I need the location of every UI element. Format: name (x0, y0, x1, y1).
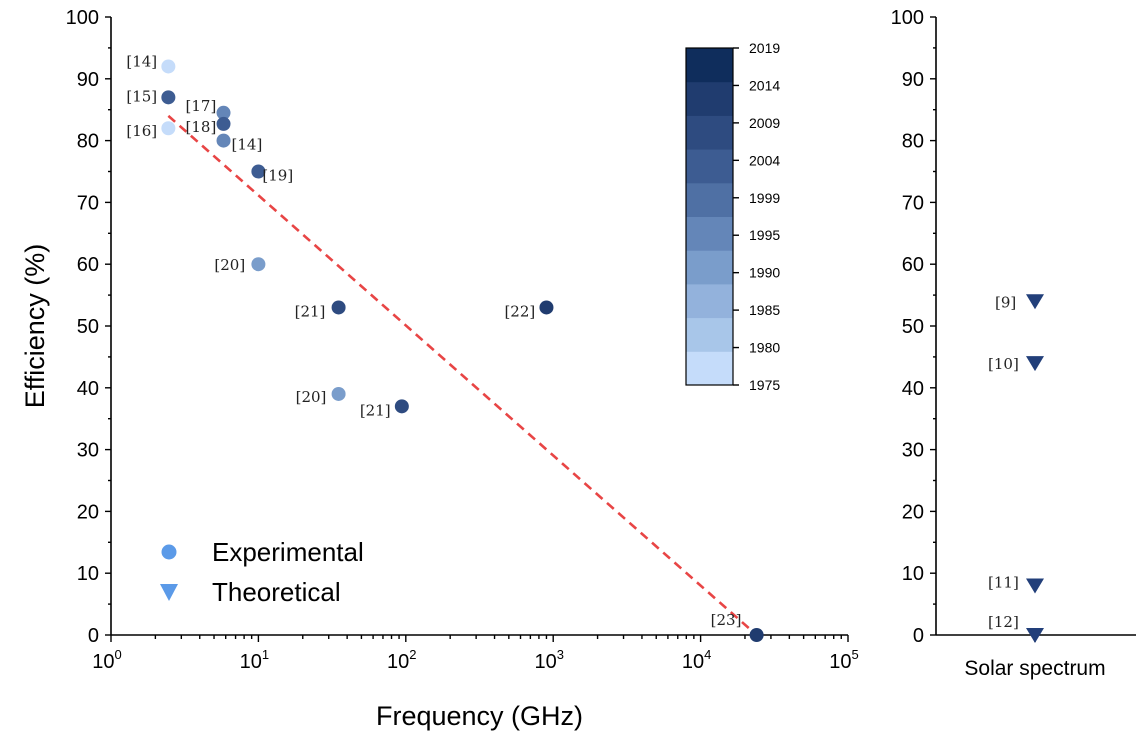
point-ref-label: [11] (988, 574, 1019, 592)
data-point (216, 133, 231, 148)
right-y-tick-label: 80 (902, 131, 924, 153)
y-axis-title: Efficiency (%) (20, 244, 50, 409)
legend: Experimental Theoretical (160, 537, 364, 607)
point-ref-label: [20] (214, 256, 245, 274)
colorbar-label: 1995 (749, 227, 780, 243)
y-tick-label: 90 (77, 69, 99, 91)
data-point (539, 300, 554, 315)
legend-marker-experimental (161, 544, 177, 560)
right-y-tick-label: 40 (902, 378, 924, 400)
right-y-tick-label: 50 (902, 316, 924, 338)
x-tick-label: 104 (682, 647, 711, 673)
trend-line (167, 114, 758, 636)
colorbar-segment (686, 250, 733, 285)
point-ref-label: [12] (988, 613, 1019, 631)
colorbar-label: 2014 (749, 77, 780, 93)
data-point (749, 628, 764, 642)
data-point (161, 90, 176, 105)
colorbar-segment (686, 182, 733, 217)
right-y-tick-label: 0 (913, 625, 924, 647)
point-ref-label: [10] (988, 355, 1019, 373)
y-tick-label: 10 (77, 563, 99, 585)
point-ref-label: [23] (711, 611, 742, 629)
y-tick-label: 100 (66, 7, 99, 29)
point-ref-label: [14] (232, 136, 263, 154)
data-point (216, 105, 231, 120)
solar-plot-panel: 0 10 20 30 40 50 60 70 80 90 100 Solar spectrum [9] [… (891, 7, 1136, 680)
point-ref-label: [18] (186, 118, 217, 136)
colorbar-segment (686, 48, 733, 83)
data-point (251, 164, 266, 179)
legend-marker-theoretical (160, 584, 178, 601)
x-tick-label: 100 (92, 647, 121, 673)
colorbar-label: 1975 (749, 377, 780, 393)
y-tick-label: 0 (88, 625, 99, 647)
colorbar-segment (686, 149, 733, 184)
point-ref-label: [16] (126, 122, 157, 140)
point-ref-label: [21] (295, 302, 326, 320)
right-y-tick-label: 10 (902, 563, 924, 585)
y-tick-label: 80 (77, 131, 99, 153)
colorbar-label: 2009 (749, 115, 780, 131)
y-tick-label: 70 (77, 192, 99, 214)
colorbar: 1975 1980 1985 1990 1995 1999 2004 2009 2014 2019 (685, 40, 780, 393)
colorbar-segment (686, 81, 733, 116)
y-tick-label: 40 (77, 378, 99, 400)
point-ref-label: [22] (504, 302, 535, 320)
data-point (331, 386, 346, 401)
point-ref-label: [21] (360, 401, 391, 419)
main-plot-panel: 0 10 20 30 40 50 60 70 80 90 100 100 101 102 103 104 105… (20, 7, 859, 731)
x-axis-title: Frequency (GHz) (376, 701, 583, 731)
legend-label-theoretical: Theoretical (212, 577, 341, 607)
x-tick-label: 101 (240, 647, 269, 673)
colorbar-label: 1980 (749, 340, 780, 356)
solar-category-label: Solar spectrum (964, 657, 1105, 680)
colorbar-label: 2019 (749, 40, 780, 56)
data-point (161, 121, 176, 136)
point-ref-label: [9] (995, 293, 1016, 311)
x-tick-label: 103 (534, 647, 563, 673)
colorbar-label: 1990 (749, 265, 780, 281)
data-point (216, 116, 231, 131)
right-y-tick-label: 30 (902, 440, 924, 462)
colorbar-segment (686, 351, 733, 386)
colorbar-segment (686, 115, 733, 150)
right-y-tick-label: 20 (902, 501, 924, 523)
theoretical-point (1026, 294, 1044, 310)
theoretical-point (1026, 356, 1044, 372)
colorbar-frame (685, 47, 734, 386)
point-ref-label: [19] (262, 167, 293, 185)
colorbar-segment (686, 317, 733, 352)
point-ref-label: [15] (126, 87, 157, 105)
x-tick-label: 105 (829, 647, 858, 673)
y-tick-label: 50 (77, 316, 99, 338)
y-tick-label: 60 (77, 254, 99, 276)
y-tick-label: 20 (77, 501, 99, 523)
data-point (251, 257, 266, 272)
point-ref-label: [17] (186, 97, 217, 115)
data-point (394, 399, 409, 414)
theoretical-point (1026, 628, 1044, 643)
colorbar-label: 1985 (749, 302, 780, 318)
point-ref-label: [20] (296, 388, 327, 406)
right-y-tick-label: 90 (902, 69, 924, 91)
data-point (161, 59, 176, 74)
right-y-tick-label: 60 (902, 254, 924, 276)
legend-label-experimental: Experimental (212, 537, 364, 567)
data-point (331, 300, 346, 315)
right-y-tick-label: 100 (891, 7, 924, 29)
y-tick-label: 30 (77, 440, 99, 462)
colorbar-label: 2004 (749, 152, 780, 168)
colorbar-label: 1999 (749, 190, 780, 206)
right-y-tick-label: 70 (902, 192, 924, 214)
theoretical-point (1026, 578, 1044, 594)
x-tick-label: 102 (387, 647, 416, 673)
colorbar-segment (686, 216, 733, 251)
colorbar-segment (686, 283, 733, 319)
point-ref-label: [14] (126, 52, 157, 70)
